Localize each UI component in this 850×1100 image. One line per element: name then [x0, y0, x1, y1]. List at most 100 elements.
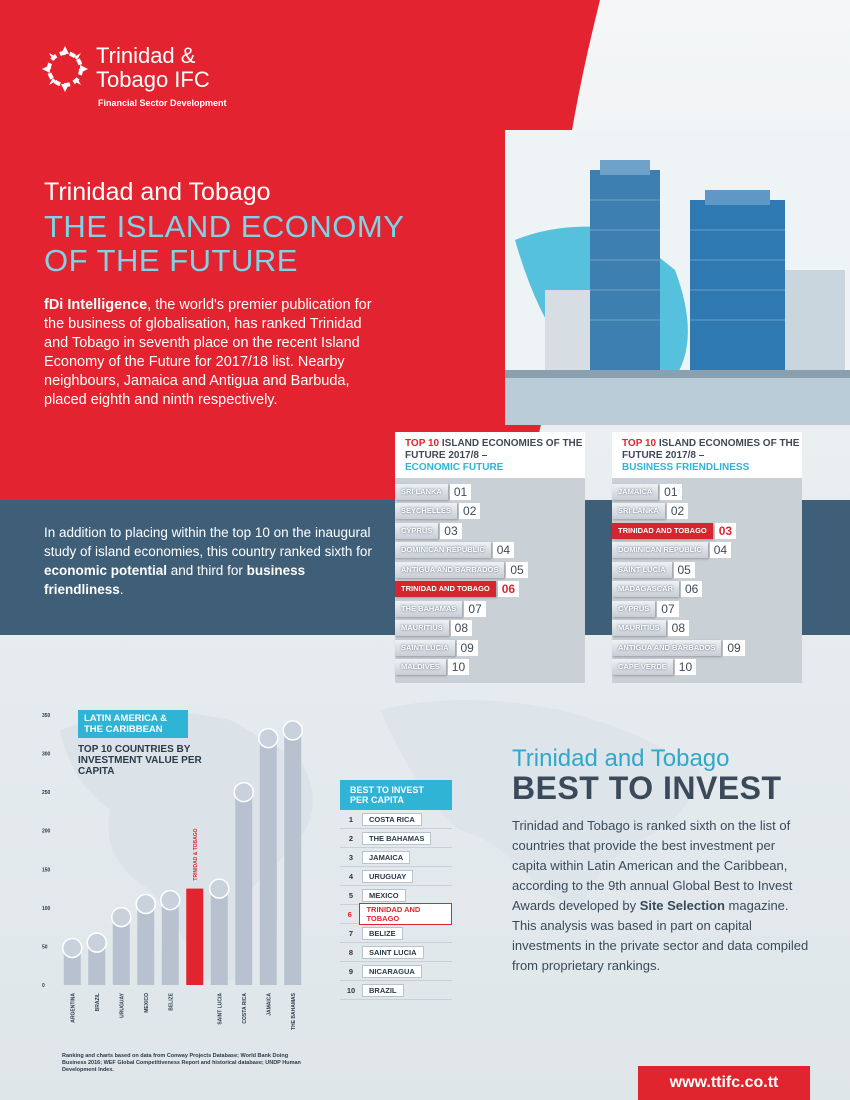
ranking-row: MADAGASCAR 06	[612, 580, 802, 600]
ranking-number: 05	[673, 561, 695, 578]
section-title: Trinidad and Tobago	[512, 745, 730, 772]
best-to-invest-country: THE BAHAMAS	[362, 831, 432, 845]
best-to-invest-row: 3 JAMAICA	[340, 848, 452, 867]
y-tick-label: 150	[42, 867, 51, 873]
ranking-number: 04	[709, 542, 732, 559]
chart-bar	[112, 917, 130, 985]
best-to-invest-rank: 3	[348, 852, 354, 862]
ranking-country: CAPE VERDE	[612, 659, 673, 676]
ranking-country: MAURITIUS	[395, 620, 449, 637]
ranking-number: 06	[497, 581, 520, 598]
best-to-invest-rank: 6	[347, 909, 352, 919]
best-to-invest-country: URUGUAY	[362, 869, 414, 883]
x-tick-label: BRAZIL	[95, 993, 101, 1011]
ranking-number: 04	[492, 542, 515, 559]
logo-mark-icon	[42, 46, 88, 92]
logo-subtitle: Financial Sector Development	[98, 98, 227, 108]
ranking-country: DOMINICAN REPUBLIC	[395, 542, 491, 559]
logo-line1: Trinidad &	[96, 43, 196, 68]
ranking-economic-list: SRI LANKA 01 SEYCHELLES 02 CYPRUS 03 DOMINICAN…	[395, 478, 585, 683]
best-to-invest-country: COSTA RICA	[362, 812, 422, 826]
best-to-invest-country: BRAZIL	[362, 983, 404, 997]
band-bold-2: business friendliness	[44, 563, 306, 597]
x-tick-label: SAINT LUCIA	[217, 993, 223, 1025]
chart-bar-cap	[282, 720, 303, 741]
chart-title: TOP 10 COUNTRIES BY INVESTMENT VALUE PER…	[78, 744, 202, 777]
best-to-invest-rank: 9	[348, 966, 354, 976]
y-tick-label: 100	[42, 906, 51, 912]
x-tick-label: THE BAHAMAS	[291, 992, 297, 1030]
ranking-number: 05	[506, 561, 528, 578]
ranking-row: CAPE VERDE 10	[612, 658, 802, 678]
world-map-graphic	[60, 700, 700, 980]
y-tick-label: 0	[42, 983, 45, 989]
best-to-invest-row: 4 URUGUAY	[340, 867, 452, 886]
chart-bar	[88, 942, 106, 985]
ranking-row: SEYCHELLES 02	[395, 502, 585, 522]
ranking-number: 10	[447, 659, 470, 676]
ranking-country: THE BAHAMAS	[395, 600, 463, 617]
ranking-number: 08	[667, 620, 690, 637]
footnote: Ranking and charts based on data from Co…	[62, 1053, 301, 1073]
city-skyline-photo	[505, 130, 850, 425]
ranking-country: TRINIDAD AND TOBAGO	[612, 522, 713, 539]
x-tick-label: COSTA RICA	[242, 993, 248, 1024]
best-to-invest-country: MEXICO	[362, 888, 406, 902]
ranking-row: DOMINICAN REPUBLIC 04	[395, 541, 585, 561]
chart-label-block: LATIN AMERICA & THE CARIBBEAN TOP 10 COU…	[78, 710, 208, 777]
best-to-invest-row: 10 BRAZIL	[340, 981, 452, 1000]
x-tick-label: BELIZE	[168, 992, 174, 1010]
ranking-number: 02	[459, 503, 481, 520]
chart-bar-cap	[233, 781, 254, 803]
ranking-row: DOMINICAN REPUBLIC 04	[612, 541, 802, 561]
best-to-invest-rank: 5	[348, 890, 354, 900]
chart-bar-cap	[135, 893, 156, 915]
band-text-1: In addition to placing within the top 10…	[44, 525, 372, 559]
ranking-country: SRI LANKA	[395, 483, 448, 500]
chart-bar	[210, 888, 228, 985]
ranking-row: CYPRUS 03	[395, 521, 585, 541]
best-to-invest-row: 1 COSTA RICA	[340, 810, 452, 829]
band-bold-1: economic potential	[44, 563, 168, 578]
section-text-2: magazine. This analysis was based in par…	[512, 898, 809, 973]
ranking-business-head-blue: BUSINESS FRIENDLINESS	[622, 462, 750, 473]
section-bold: Site Selection	[639, 898, 725, 913]
ranking-row: THE BAHAMAS 07	[395, 599, 585, 619]
ranking-row: MAURITIUS 08	[612, 619, 802, 639]
ranking-number: 03	[714, 522, 737, 539]
ranking-business-head-text: ISLAND ECONOMIES OF THE FUTURE 2017/8 –	[622, 438, 800, 461]
best-to-invest-heading: BEST TO INVEST PER CAPITA	[340, 780, 452, 810]
ranking-row: ANTIGUA AND BARBADOS 05	[395, 560, 585, 580]
chart-bar	[259, 738, 277, 985]
ranking-number: 10	[674, 659, 697, 676]
ranking-economic-head-blue: ECONOMIC FUTURE	[405, 462, 504, 473]
ranking-number: 03	[440, 522, 462, 539]
ranking-row: MALDIVES 10	[395, 658, 585, 678]
ranking-country: CYPRUS	[612, 600, 656, 617]
ranking-business-card: TOP 10 ISLAND ECONOMIES OF THE FUTURE 20…	[612, 432, 802, 683]
logo: Trinidad & Tobago IFC	[40, 44, 210, 94]
intro-paragraph: fDi Intelligence, the world's premier pu…	[44, 296, 384, 410]
ranking-country: ANTIGUA AND BARBADOS	[612, 639, 722, 656]
ranking-country: JAMAICA	[612, 483, 659, 500]
best-to-invest-row: 9 NICARAGUA	[340, 962, 452, 981]
best-to-invest-list: BEST TO INVEST PER CAPITA 1 COSTA RICA 2 TH…	[340, 780, 452, 1000]
chart-bar	[161, 900, 179, 985]
chart-bar	[137, 904, 155, 985]
chart-bar-cap	[160, 889, 181, 911]
ranking-economic-head-red: TOP 10	[405, 438, 440, 449]
best-to-invest-row: 2 THE BAHAMAS	[340, 829, 452, 848]
band-paragraph: In addition to placing within the top 10…	[44, 523, 379, 599]
chart-bar	[235, 792, 253, 985]
website-link[interactable]: www.ttifc.co.tt	[638, 1066, 810, 1100]
ranking-number: 07	[464, 600, 486, 617]
y-tick-label: 200	[42, 829, 51, 835]
ranking-country: MAURITIUS	[612, 620, 666, 637]
band-text-2: and third for	[167, 563, 247, 578]
x-tick-label: JAMAICA	[266, 993, 272, 1016]
y-tick-label: 250	[42, 790, 51, 796]
red-header-shape	[0, 0, 600, 500]
investment-bar-chart: 0 50 100 150 200 250 300 350 ARGENTINA BRAZIL URUG…	[42, 713, 303, 1030]
x-tick-label: ARGENTINA	[70, 993, 76, 1023]
ranking-number: 01	[449, 483, 472, 500]
